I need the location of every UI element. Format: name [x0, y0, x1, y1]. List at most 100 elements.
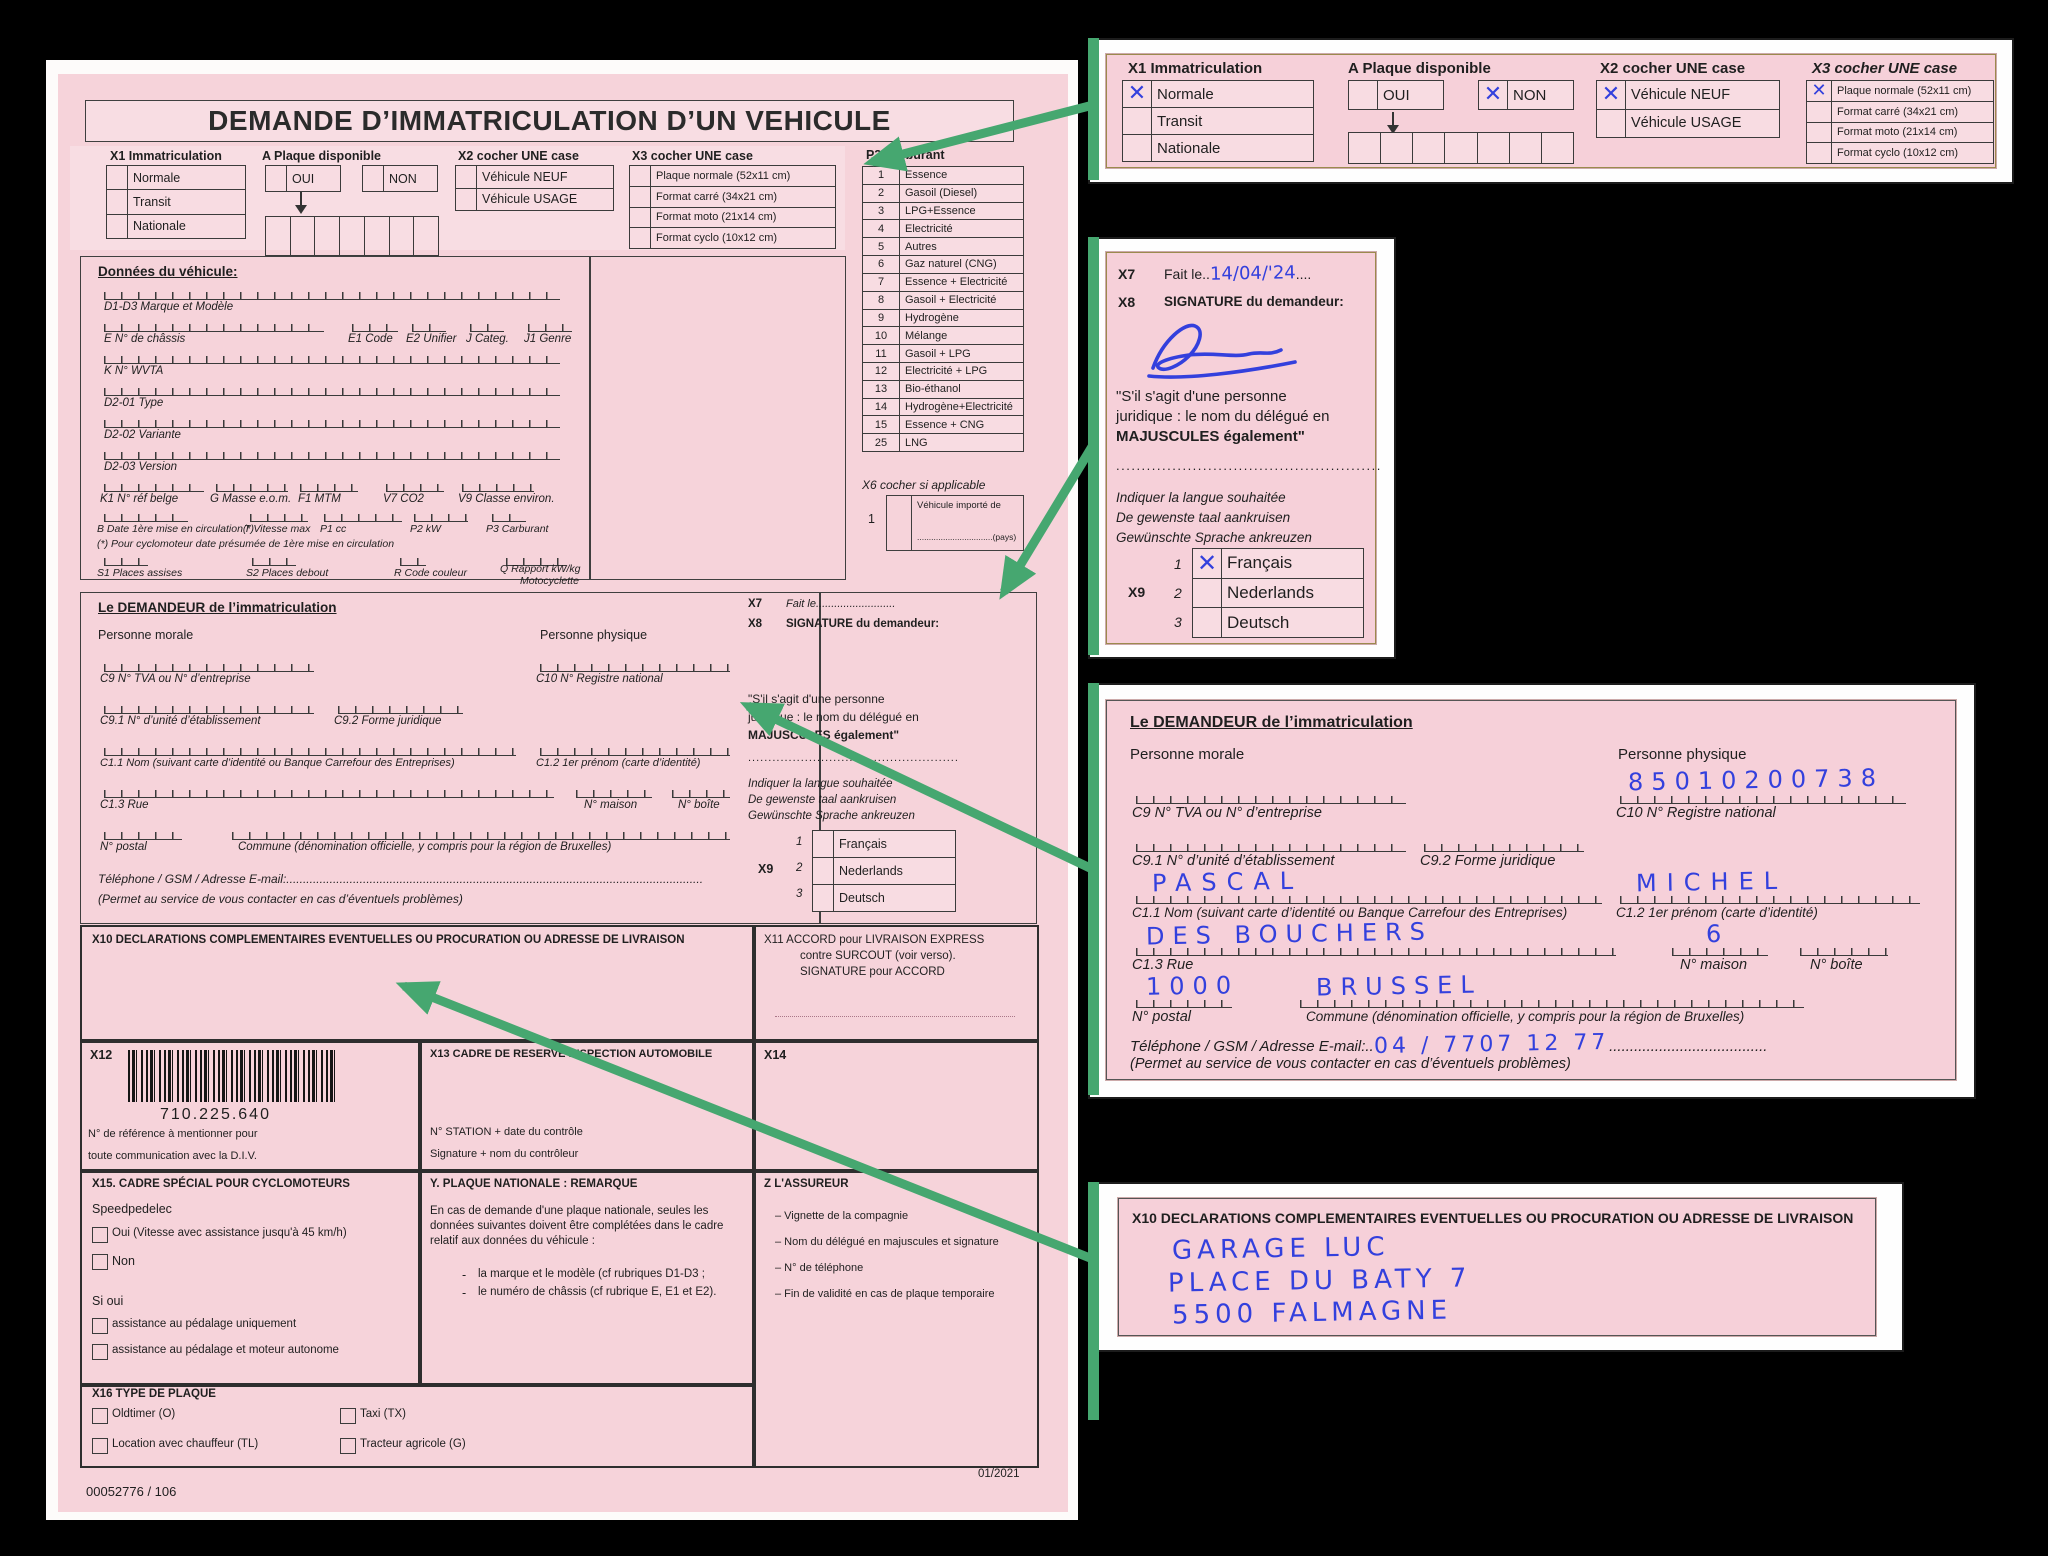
x16-location-checkbox[interactable]	[92, 1438, 108, 1454]
c1-x3-carre-checkbox[interactable]	[1807, 101, 1832, 122]
field-e1[interactable]	[352, 324, 398, 332]
field-d201[interactable]	[104, 388, 560, 396]
c3-field-c13[interactable]	[1136, 948, 1616, 956]
x11-signature-line[interactable]	[775, 1016, 1015, 1017]
field-b[interactable]	[104, 514, 188, 522]
field-d202[interactable]	[104, 420, 560, 428]
field-c92[interactable]	[338, 706, 463, 714]
tel-line[interactable]: Téléphone / GSM / Adresse E-mail:.......…	[98, 872, 704, 886]
field-q[interactable]	[506, 558, 566, 566]
x1-nationale-checkbox[interactable]	[107, 214, 128, 238]
x15-oui-checkbox[interactable]	[92, 1227, 108, 1243]
x16-oldtimer-checkbox[interactable]	[92, 1408, 108, 1424]
c3-field-postal[interactable]	[1136, 1000, 1232, 1008]
x9-deutsch-checkbox[interactable]	[813, 885, 834, 911]
field-k1[interactable]	[104, 484, 204, 492]
x16-tracteur-checkbox[interactable]	[340, 1438, 356, 1454]
c1-x3-moto-checkbox[interactable]	[1807, 122, 1832, 143]
p3-code[interactable]: 12	[863, 362, 900, 380]
c1-x2-neuf-checkbox[interactable]: ✕	[1597, 81, 1626, 109]
field-c11[interactable]	[104, 748, 516, 756]
p3-code[interactable]: 9	[863, 309, 900, 327]
field-f1[interactable]	[300, 484, 358, 492]
p3-code[interactable]: 8	[863, 291, 900, 309]
c3-field-c92[interactable]	[1424, 844, 1584, 852]
c2-x9-nederlands-checkbox[interactable]	[1193, 578, 1222, 608]
c1-x1-normale-checkbox[interactable]: ✕	[1123, 81, 1152, 107]
field-v7[interactable]	[386, 484, 444, 492]
field-g[interactable]	[216, 484, 288, 492]
c3-field-boite[interactable]	[1800, 948, 1888, 956]
field-j1[interactable]	[528, 324, 572, 332]
field-d1d3[interactable]	[104, 292, 560, 300]
c1-x1-transit-checkbox[interactable]	[1123, 108, 1152, 134]
field-c91[interactable]	[104, 706, 314, 714]
c1-x2-usage-checkbox[interactable]	[1597, 109, 1626, 137]
field-c13[interactable]	[104, 790, 554, 798]
c3-field-c12[interactable]	[1620, 896, 1920, 904]
p3-code[interactable]: 14	[863, 398, 900, 416]
field-c10[interactable]	[540, 664, 730, 672]
p3-code[interactable]: 4	[863, 220, 900, 238]
c1-a-non-checkbox[interactable]: ✕	[1479, 81, 1508, 109]
c2-x9-deutsch-checkbox[interactable]	[1193, 608, 1222, 638]
p3-code[interactable]: 13	[863, 380, 900, 398]
field-s1[interactable]	[104, 558, 148, 566]
field-postal[interactable]	[104, 832, 182, 840]
p3-code[interactable]: 2	[863, 184, 900, 202]
x15-assist1-checkbox[interactable]	[92, 1318, 108, 1334]
field-t[interactable]	[250, 514, 308, 522]
c3-field-c11[interactable]	[1136, 896, 1602, 904]
c3-field-c9[interactable]	[1136, 796, 1406, 804]
field-s2[interactable]	[252, 558, 296, 566]
x15-assist2-checkbox[interactable]	[92, 1344, 108, 1360]
p3-code[interactable]: 15	[863, 416, 900, 434]
x1-transit-checkbox[interactable]	[107, 190, 128, 214]
field-commune[interactable]	[232, 832, 730, 840]
p3-code[interactable]: 3	[863, 202, 900, 220]
field-boite[interactable]	[672, 790, 730, 798]
field-j[interactable]	[470, 324, 504, 332]
a-non-checkbox[interactable]	[363, 166, 384, 191]
field-r[interactable]	[400, 558, 426, 566]
field-v9[interactable]	[462, 484, 534, 492]
x9-nederlands-checkbox[interactable]	[813, 858, 834, 884]
x3-moto-checkbox[interactable]	[630, 207, 651, 228]
x3-cyclo-checkbox[interactable]	[630, 228, 651, 248]
p3-code[interactable]: 1	[863, 167, 900, 184]
x6-pays-dots[interactable]: ................................(pays)	[917, 532, 1017, 542]
x16-taxi-checkbox[interactable]	[340, 1408, 356, 1424]
field-k[interactable]	[104, 356, 560, 364]
x2-usage-checkbox[interactable]	[456, 188, 477, 210]
p3-code[interactable]: 10	[863, 327, 900, 345]
c3-field-c91[interactable]	[1136, 844, 1406, 852]
c3-field-maison[interactable]	[1672, 948, 1768, 956]
field-p2[interactable]	[414, 514, 468, 522]
field-p1[interactable]	[324, 514, 402, 522]
c3-field-commune[interactable]	[1300, 1000, 1804, 1008]
x3-carre-checkbox[interactable]	[630, 186, 651, 207]
x2-neuf-checkbox[interactable]	[456, 166, 477, 188]
field-maison[interactable]	[576, 790, 652, 798]
p3-code[interactable]: 6	[863, 256, 900, 273]
field-d203[interactable]	[104, 452, 560, 460]
field-e2[interactable]	[412, 324, 446, 332]
c1-x1-nationale-checkbox[interactable]	[1123, 135, 1152, 161]
x7-dotted-line[interactable]: ........................................…	[748, 752, 959, 764]
p3-code[interactable]: 7	[863, 273, 900, 291]
x7-fait-line[interactable]: Fait le..........................	[786, 598, 896, 610]
field-c12[interactable]	[540, 748, 730, 756]
p3-code[interactable]: 25	[863, 434, 900, 451]
c1-x3-normale-checkbox[interactable]: ✕	[1807, 81, 1832, 101]
field-e[interactable]	[104, 324, 324, 332]
x3-normale-checkbox[interactable]	[630, 166, 651, 186]
field-c9[interactable]	[104, 664, 314, 672]
c1-a-plate-cells[interactable]	[1348, 132, 1574, 164]
x15-non-checkbox[interactable]	[92, 1254, 108, 1270]
c1-a-oui-checkbox[interactable]	[1349, 81, 1378, 109]
x9-francais-checkbox[interactable]	[813, 831, 834, 857]
field-p3[interactable]	[492, 514, 526, 522]
p3-code[interactable]: 5	[863, 238, 900, 256]
x6-checkbox[interactable]	[887, 496, 912, 550]
c1-x3-cyclo-checkbox[interactable]	[1807, 143, 1832, 163]
